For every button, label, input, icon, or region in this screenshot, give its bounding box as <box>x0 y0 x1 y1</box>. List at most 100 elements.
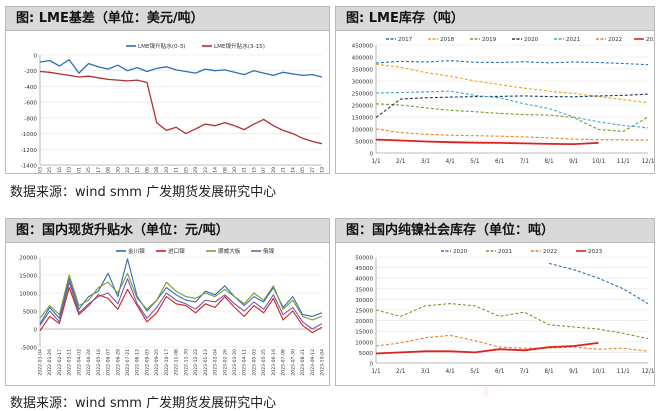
legend-label: 挪威大板 <box>218 247 241 255</box>
legend-label: 俄镍 <box>263 247 275 255</box>
x-tick-label: 2023-07-30 <box>290 349 296 376</box>
x-tick-label: 2022-10-17 <box>164 349 170 376</box>
x-tick-label: 2023-03-20 <box>232 349 238 376</box>
y-tick-label: 20000 <box>19 256 37 262</box>
x-tick-label: 2023-09-27 <box>310 167 316 173</box>
x-tick-label: 2022-07-22 <box>125 167 131 173</box>
legend-label: 2023 <box>646 37 654 43</box>
panel-social-stock: 图：国内纯镍社会库存（单位：吨） 50000 45000 40000 35000 300… <box>335 218 655 386</box>
x-tick-label: 2022-09-03 <box>144 349 150 376</box>
y-tick-label: 10000 <box>19 292 37 298</box>
x-tick-label: 2023-06-16 <box>271 349 277 376</box>
y-tick-label: -400 <box>24 85 37 91</box>
series-line-series <box>39 278 323 330</box>
x-tick-label: 2022-12-05 <box>183 167 189 173</box>
series-line-series <box>39 258 323 324</box>
y-tick-label: 0 <box>33 54 37 60</box>
x-tick-label: 2022-08-15 <box>135 167 141 173</box>
series-line-LME-0-3 <box>39 59 323 78</box>
x-tick-label: 2022-12-29 <box>193 167 199 173</box>
x-tick-label: 7/1 <box>520 369 530 375</box>
x-tick-label: 2023-04-21 <box>242 167 248 173</box>
x-tick-label: 2023-02-26 <box>222 349 228 376</box>
x-tick-label: 2022-11-11 <box>174 167 180 173</box>
y-tick-label: -200 <box>24 69 37 75</box>
x-tick-label: 2022-09-25 <box>154 349 160 376</box>
y-tick-label: 0 <box>369 152 373 158</box>
series-line-LME-3-15 <box>39 70 323 145</box>
x-tick-label: 2023-04-11 <box>242 349 248 376</box>
x-tick-label: 5/1 <box>470 369 480 375</box>
y-tick-label: -5000 <box>21 346 38 352</box>
series-line-2019 <box>375 103 649 132</box>
x-tick-label: 2023-07-21 <box>281 167 287 173</box>
x-tick-label: 5/1 <box>470 159 480 165</box>
x-tick-label: 2022-11-30 <box>183 349 189 376</box>
legend-label: 2020 <box>524 37 539 43</box>
x-tick-label: 2022-02-16 <box>57 167 63 173</box>
x-tick-label: 8/1 <box>544 159 554 165</box>
x-tick-label: 2023-10-19 <box>320 167 326 173</box>
y-tick-label: 40000 <box>355 277 373 283</box>
panel-title: 图: LME库存（吨） <box>336 7 654 31</box>
x-tick-label: 2/1 <box>396 159 406 165</box>
panel-lme-basis: 图: LME基差（单位：美元/吨） 0 -200 -400 -600 -800 -1000… <box>5 6 330 174</box>
y-tick-label: 50000 <box>355 140 373 146</box>
series-line-2020 <box>375 93 649 118</box>
x-tick-label: 12/1 <box>641 369 654 375</box>
chart-lme-stock: 450000 400000 350000 300000 250000 200000 1500… <box>352 37 654 165</box>
y-tick-label: 35000 <box>355 287 373 293</box>
x-tick-label: 2023-01-23 <box>203 167 209 173</box>
legend-label: 金川镍 <box>128 247 145 255</box>
x-tick-label: 2022-05-16 <box>96 349 102 376</box>
x-tick-label: 11/1 <box>617 369 630 375</box>
legend-label: 2020 <box>453 249 468 255</box>
x-tick-label: 2022-06-30 <box>115 167 121 173</box>
legend-label: 2017 <box>398 37 413 43</box>
y-tick-label: 15000 <box>19 274 37 280</box>
legend-label: 2023 <box>588 249 603 255</box>
x-tick-label: 2022-04-01 <box>76 167 82 173</box>
x-tick-label: 7/1 <box>520 159 530 165</box>
x-tick-label: 2023-05-15 <box>251 167 257 173</box>
x-tick-label: 2022-01-04 <box>38 349 44 376</box>
x-tick-label: 12/1 <box>641 159 654 165</box>
source-note: 数据来源：wind smm 广发期货发展研究中心 <box>10 185 277 200</box>
y-tick-label: 450000 <box>352 44 374 50</box>
y-tick-label: -600 <box>24 101 37 107</box>
x-tick-label: 2023-02-04 <box>213 349 219 376</box>
legend-label: 2021 <box>498 249 513 255</box>
x-tick-label: 4/1 <box>446 369 456 375</box>
y-tick-label: -1400 <box>21 164 38 170</box>
x-tick-label: 2/1 <box>396 369 406 375</box>
series-line-2018 <box>375 63 649 104</box>
panel-domestic-premium: 图：国内现货升贴水（单位：元/吨） 20000 15000 10000 5000 0 -5… <box>5 218 330 386</box>
series-line-2022 <box>375 128 649 141</box>
y-tick-label: 20000 <box>355 319 373 325</box>
x-tick-label: 2023-10-04 <box>320 349 326 376</box>
x-tick-label: 2022-01-26 <box>47 349 53 376</box>
y-tick-label: 15000 <box>355 330 373 336</box>
x-tick-label: 9/1 <box>569 369 579 375</box>
x-tick-label: 2023-03-30 <box>232 167 238 173</box>
y-tick-label: 200000 <box>352 104 374 110</box>
y-tick-label: -1000 <box>21 132 38 138</box>
series-line-2020 <box>548 262 649 305</box>
legend-label: 进口镍 <box>168 247 185 255</box>
x-tick-label: 2022-03-10 <box>67 167 73 173</box>
panel-title: 图：国内现货升贴水（单位：元/吨） <box>6 219 329 243</box>
x-tick-label: 2022-11-08 <box>174 349 180 376</box>
x-tick-label: 2022-01-25 <box>47 167 53 173</box>
x-tick-label: 2022-09-28 <box>154 167 160 173</box>
x-tick-label: 2022-03-11 <box>67 349 73 376</box>
x-tick-label: 1/1 <box>371 369 381 375</box>
x-tick-label: 2023-06-29 <box>271 167 277 173</box>
chart-lme-basis: 0-200-400-600-800-1000-1200-14002022-01-… <box>21 42 326 173</box>
y-tick-label: 150000 <box>352 116 374 122</box>
legend-label: LME镍升贴水(3-15) <box>214 42 265 50</box>
series-line-2021 <box>375 303 649 340</box>
legend-label: 2022 <box>608 37 622 43</box>
panel-title: 图: LME基差（单位：美元/吨） <box>6 7 329 31</box>
x-tick-label: 2022-05-17 <box>96 167 102 173</box>
x-tick-label: 3/1 <box>421 369 431 375</box>
